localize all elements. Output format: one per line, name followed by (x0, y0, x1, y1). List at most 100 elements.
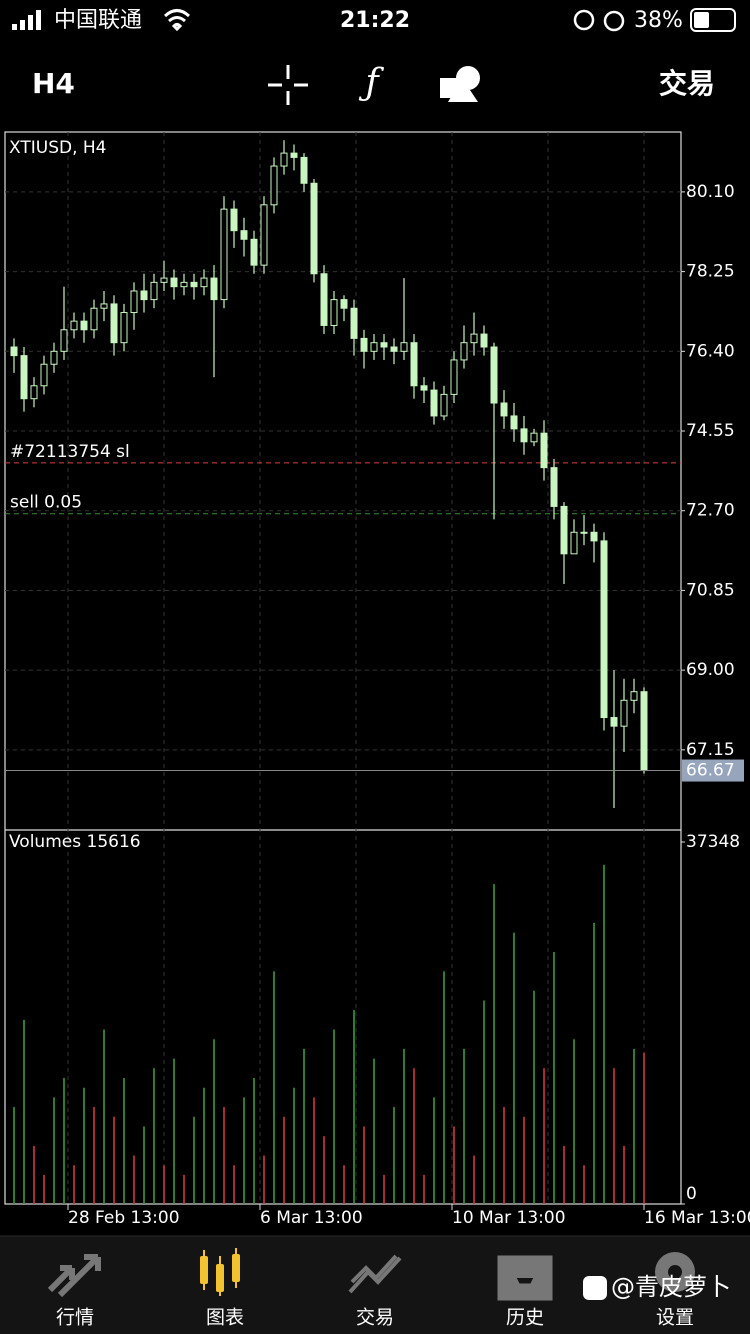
candle-body (460, 342, 468, 361)
candle-body (340, 299, 348, 309)
candle-body (540, 432, 548, 469)
y-tick-label: 78.25 (686, 262, 735, 282)
chart-frame (4, 131, 682, 1205)
candle-body (550, 467, 558, 507)
trade-button[interactable]: 交易 (659, 67, 715, 100)
candle-body (140, 290, 148, 301)
volume-title: Volumes 15616 (9, 832, 141, 852)
candle-body (30, 385, 38, 400)
signal-icon (12, 10, 41, 30)
candle-body (20, 355, 28, 400)
chart-icon (200, 1248, 240, 1296)
watermark: @青皮萝卜 (611, 1273, 731, 1301)
volume-name: Volumes (9, 832, 81, 852)
candle-body (380, 342, 388, 348)
history-icon (497, 1255, 553, 1301)
candle-body (590, 531, 598, 542)
tab-label[interactable]: 交易 (356, 1307, 394, 1329)
candle-body (230, 208, 238, 232)
candle-body (420, 385, 428, 391)
y-tick-label: 76.40 (686, 341, 735, 361)
current-price-label: 66.67 (686, 761, 735, 781)
candle-body (290, 152, 298, 158)
candle-body (260, 204, 268, 266)
candle-body (490, 346, 498, 404)
tab-label[interactable]: 历史 (506, 1307, 544, 1329)
candle-body (370, 342, 378, 352)
candle-body (390, 346, 398, 352)
candle-body (80, 320, 88, 331)
tab-label[interactable]: 行情 (56, 1307, 94, 1329)
candle-body (450, 359, 458, 395)
lock-icon (573, 9, 595, 31)
candle-body (300, 156, 308, 184)
y-tick-label: 74.55 (686, 421, 735, 441)
wifi-icon (163, 9, 191, 32)
candle-body (440, 393, 448, 417)
timeframe-button[interactable]: H4 (32, 67, 75, 100)
candle-body (310, 182, 318, 275)
battery-text: 38% (634, 8, 683, 33)
candle-body (630, 691, 638, 701)
watermark-logo (583, 1276, 607, 1300)
volume-last: 15616 (87, 832, 141, 852)
candle-body (160, 277, 168, 283)
candle-body (570, 531, 578, 555)
candle-body (480, 333, 488, 348)
candle-body (530, 432, 538, 443)
y-tick-label: 67.15 (686, 740, 735, 760)
candle-body (350, 307, 358, 339)
candle-body (400, 342, 408, 352)
candle-body (510, 415, 518, 430)
candle-body (270, 165, 278, 206)
candle-body (180, 281, 188, 288)
order-label: sell 0.05 (10, 493, 82, 513)
candle-body (330, 299, 338, 326)
candle-body (110, 303, 118, 344)
y-tick-label: 37348 (686, 832, 740, 852)
alarm-icon (603, 10, 625, 32)
chart-title: XTIUSD, H4 (9, 138, 106, 158)
candle-body (520, 428, 528, 443)
candle-body (50, 350, 58, 365)
plot: 28 Feb 13:00 6 Mar 13:00 10 Mar 13:00 16 Ma… (5, 132, 750, 1228)
objects-button[interactable] (440, 66, 480, 102)
tabs: 行情 图表 交易 历史 设置 (56, 1307, 694, 1329)
candle-body (10, 346, 18, 357)
battery-level (694, 12, 709, 28)
candle-body (560, 505, 568, 555)
candle-body (250, 238, 258, 266)
candle-body (410, 342, 418, 387)
tab-label[interactable]: 设置 (656, 1307, 694, 1329)
trade-icon (348, 1254, 402, 1294)
candle-body (240, 230, 248, 240)
candle-body (210, 277, 218, 301)
x-tick-label: 28 Feb 13:00 (68, 1208, 180, 1228)
candle-body (200, 277, 208, 288)
candle-body (100, 303, 108, 309)
tab-label[interactable]: 图表 (206, 1307, 244, 1329)
y-tick-label: 69.00 (686, 660, 735, 680)
candle-body (280, 152, 288, 167)
tab-bar (0, 1236, 750, 1334)
candle-body (40, 363, 48, 387)
candle-body (320, 273, 328, 326)
x-tick-label: 6 Mar 13:00 (260, 1208, 363, 1228)
y-tick-label: 70.85 (686, 580, 735, 600)
candle-body (150, 281, 158, 301)
candle-body (220, 208, 228, 301)
crosshair-button[interactable] (268, 65, 308, 105)
candle-body (620, 699, 628, 727)
candle-body (430, 389, 438, 417)
candle-body (70, 320, 78, 331)
x-tick-label: 16 Mar 13:00 (644, 1208, 750, 1228)
battery-icon (690, 8, 736, 32)
clock: 21:22 (340, 8, 410, 33)
candle-body (120, 312, 128, 344)
candle-body (580, 531, 588, 534)
y-tick-label: 80.10 (686, 182, 735, 202)
carrier: 中国联通 (54, 8, 142, 33)
